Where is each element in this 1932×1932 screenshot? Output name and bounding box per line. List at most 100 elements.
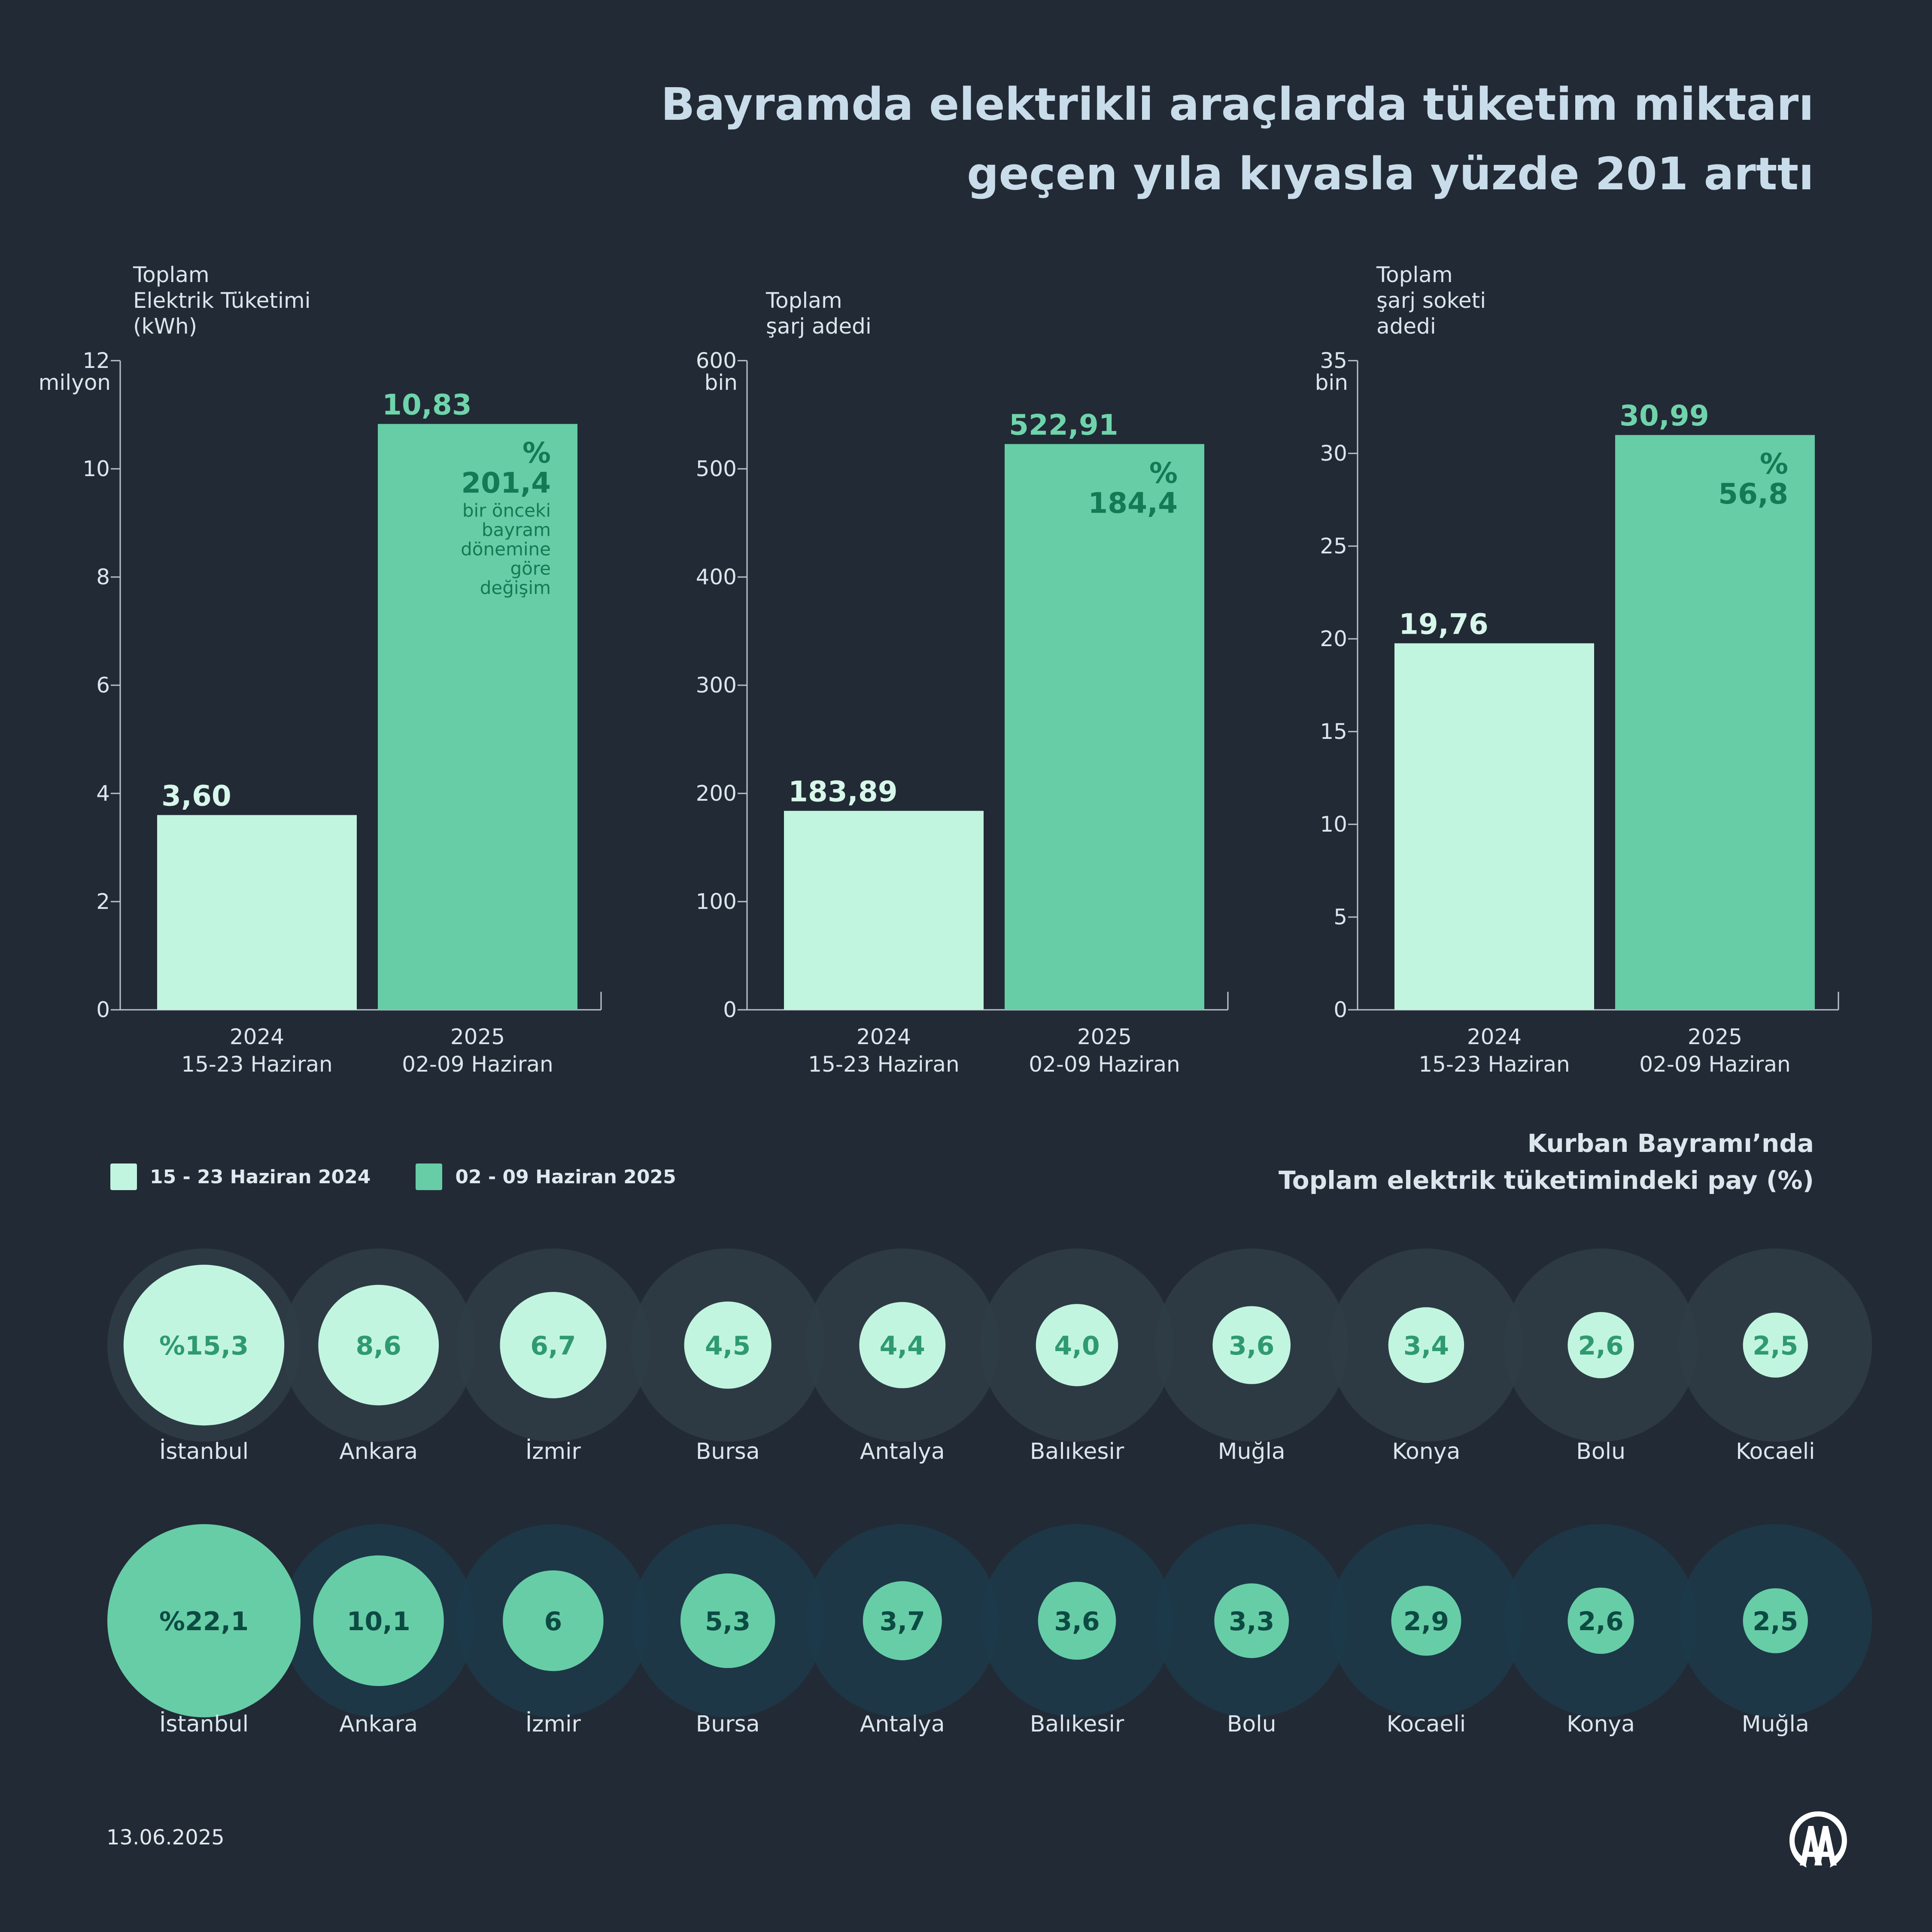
bar-value-label: 30,99 — [1619, 399, 1709, 432]
y-tick-label: 300 — [696, 673, 737, 698]
bar-2024 — [157, 815, 357, 1010]
bar-2025 — [378, 424, 577, 1010]
page-title: Bayramda elektrikli araçlarda tüketim mi… — [526, 70, 1814, 209]
title-line-2: geçen yıla kıyasla yüzde 201 arttı — [966, 148, 1814, 200]
legend-swatch-2024 — [110, 1163, 137, 1190]
chart-1-title: Toplam Elektrik Tüketimi (kWh) — [133, 262, 311, 339]
bubble-value-label: 2,5 — [1753, 1331, 1798, 1361]
legend: 15 - 23 Haziran 2024 02 - 09 Haziran 202… — [110, 1163, 721, 1190]
bubble-city-label: Balıkesir — [1030, 1711, 1124, 1737]
aa-logo-icon — [1789, 1811, 1847, 1868]
bubble-value-label: 3,7 — [880, 1607, 925, 1637]
change-percent-symbol: % — [1760, 447, 1788, 480]
x-category-label: 2024 15-23 Haziran — [808, 1024, 959, 1077]
bubble — [684, 1301, 772, 1389]
bubble-city-label: Ankara — [339, 1711, 418, 1737]
bubble-value-label: 2,6 — [1578, 1607, 1623, 1637]
y-tick-label: 35 — [1320, 348, 1347, 373]
bubble-value-label: 3,4 — [1403, 1331, 1449, 1361]
y-tick-label: 30 — [1320, 441, 1347, 466]
y-unit-label: milyon — [39, 370, 111, 395]
change-value: 56,8 — [1718, 477, 1788, 510]
bubble-value-label: 2,5 — [1753, 1607, 1798, 1637]
bubble-city-label: Kocaeli — [1736, 1439, 1815, 1464]
bar-2024 — [784, 811, 984, 1010]
bubble-city-label: İstanbul — [159, 1711, 249, 1737]
y-unit-label: bin — [1315, 370, 1348, 395]
bubble — [1038, 1582, 1116, 1660]
y-tick-label: 10 — [82, 456, 110, 481]
bubble-charts: %15,3 İstanbul 8,6 Ankara 6,7 İzmir 4,5 Bursa 4,… — [107, 1249, 1872, 1737]
bubble — [1388, 1307, 1464, 1383]
legend-swatch-2025 — [416, 1163, 443, 1190]
title-line-1: Bayramda elektrikli araçlarda tüketim mi… — [661, 78, 1814, 131]
share-title-line-2: Toplam elektrik tüketimindeki pay (%) — [1278, 1166, 1814, 1195]
y-tick-label: 8 — [96, 565, 110, 589]
y-tick-label: 0 — [96, 997, 110, 1022]
bubble — [1391, 1586, 1461, 1656]
x-category-label: 2025 02-09 Haziran — [1639, 1024, 1790, 1077]
bubble — [680, 1573, 775, 1668]
y-tick-label: 0 — [723, 997, 737, 1022]
bubble-value-label: 4,4 — [880, 1331, 925, 1361]
bubble — [1214, 1583, 1289, 1658]
bar-value-label: 522,91 — [1009, 408, 1118, 441]
bubble — [1212, 1306, 1291, 1384]
y-tick-label: 200 — [696, 781, 737, 806]
share-title-line-1: Kurban Bayramı’nda — [1527, 1129, 1814, 1158]
bubble — [1036, 1304, 1118, 1386]
bubble-value-label: 6 — [544, 1607, 562, 1637]
bubble — [313, 1555, 444, 1686]
share-title: Kurban Bayramı’nda Toplam elektrik tüket… — [1041, 1125, 1814, 1199]
change-note: bir önceki bayram dönemine göre değişim — [461, 500, 551, 598]
bubble — [863, 1581, 942, 1661]
x-category-label: 2024 15-23 Haziran — [1419, 1024, 1570, 1077]
legend-label-2025: 02 - 09 Haziran 2025 — [455, 1166, 676, 1188]
y-tick-label: 10 — [1320, 812, 1347, 837]
bar-2024 — [1394, 643, 1594, 1010]
y-tick-label: 600 — [696, 348, 737, 373]
change-value: 184,4 — [1088, 486, 1178, 519]
bar-value-label: 3,60 — [161, 779, 231, 812]
bar-value-label: 183,89 — [788, 775, 898, 808]
bubble — [107, 1524, 301, 1717]
bubble-city-label: Balıkesir — [1030, 1439, 1124, 1464]
bubble — [123, 1264, 285, 1426]
bar-value-label: 10,83 — [382, 388, 472, 421]
bubble-value-label: %22,1 — [159, 1607, 249, 1637]
bubble-city-label: Bursa — [696, 1439, 760, 1464]
y-tick-label: 5 — [1334, 905, 1347, 930]
y-unit-label: bin — [705, 370, 738, 395]
bubble-value-label: 4,0 — [1054, 1331, 1100, 1361]
bubble-city-label: Kocaeli — [1387, 1711, 1466, 1737]
bubble — [1743, 1312, 1808, 1378]
bubble-value-label: 3,6 — [1054, 1607, 1100, 1637]
chart-2-title: Toplam şarj adedi — [766, 288, 872, 339]
bubble-city-label: Muğla — [1218, 1439, 1285, 1464]
change-percent-symbol: % — [1149, 456, 1178, 489]
bubble-city-label: Bursa — [696, 1711, 760, 1737]
bubble-city-label: İzmir — [526, 1438, 581, 1464]
bubble-row-2024: %15,3 İstanbul 8,6 Ankara 6,7 İzmir 4,5 Bursa 4,… — [107, 1249, 1872, 1464]
bubble-value-label: 3,6 — [1229, 1331, 1274, 1361]
bubble-city-label: Ankara — [339, 1439, 418, 1464]
y-tick-label: 4 — [96, 781, 110, 806]
y-tick-label: 20 — [1320, 626, 1347, 651]
bubble-row-2025: %22,1 İstanbul 10,1 Ankara 6 İzmir 5,3 Bursa 3,7… — [107, 1524, 1872, 1737]
bubble — [859, 1302, 946, 1388]
legend-label-2024: 15 - 23 Haziran 2024 — [150, 1166, 371, 1188]
change-percent-symbol: % — [522, 436, 551, 469]
x-category-label: 2024 15-23 Haziran — [181, 1024, 332, 1077]
bubble — [500, 1292, 607, 1398]
y-tick-label: 12 — [82, 348, 110, 373]
y-tick-label: 25 — [1320, 534, 1347, 559]
bubble-value-label: 5,3 — [705, 1607, 750, 1637]
bubble — [503, 1570, 604, 1671]
bubble — [1567, 1312, 1634, 1379]
bubble — [1567, 1587, 1634, 1654]
date: 13.06.2025 — [106, 1826, 225, 1850]
bar-2025 — [1615, 435, 1815, 1010]
